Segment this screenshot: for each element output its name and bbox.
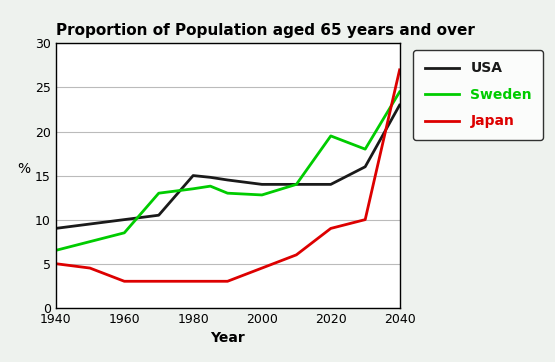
Legend: USA, Sweden, Japan: USA, Sweden, Japan bbox=[413, 50, 543, 140]
Text: Proportion of Population aged 65 years and over: Proportion of Population aged 65 years a… bbox=[56, 23, 475, 38]
X-axis label: Year: Year bbox=[210, 331, 245, 345]
Y-axis label: %: % bbox=[17, 161, 30, 176]
